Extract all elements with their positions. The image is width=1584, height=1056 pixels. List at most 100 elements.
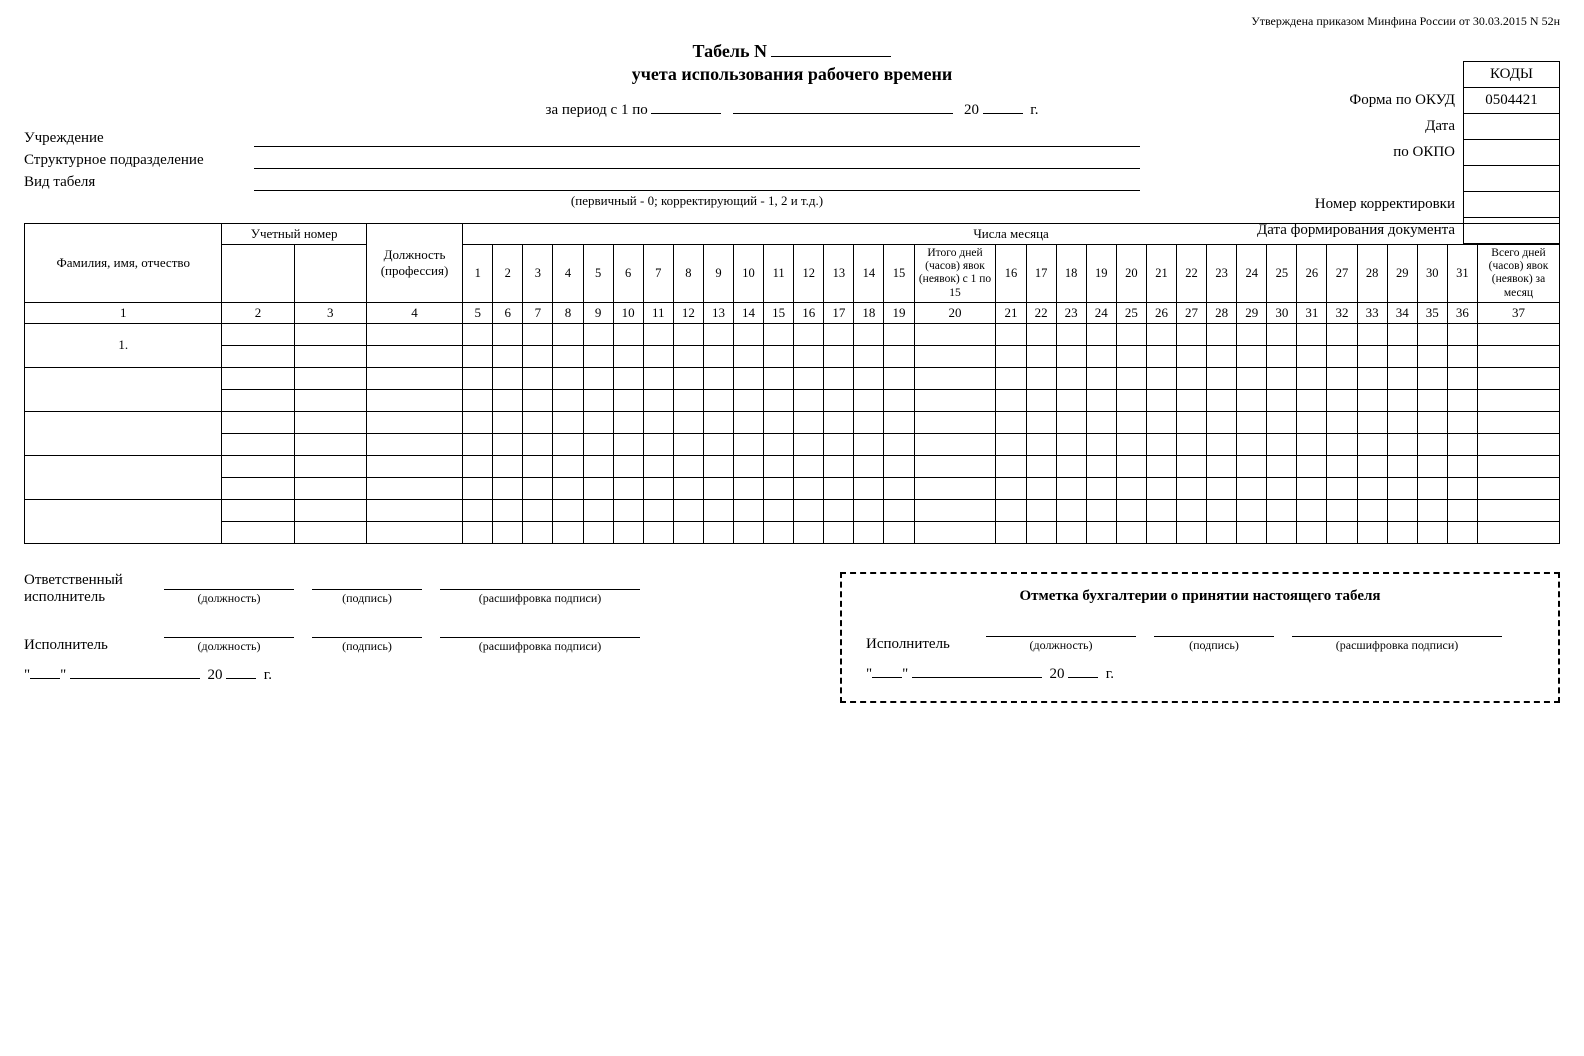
cell <box>523 455 553 477</box>
cell <box>914 411 996 433</box>
cell <box>1357 389 1387 411</box>
cell <box>1237 345 1267 367</box>
cell <box>1387 345 1417 367</box>
cell <box>643 411 673 433</box>
cell <box>1477 499 1559 521</box>
cell <box>1086 367 1116 389</box>
acct-year-suffix: г. <box>1106 666 1114 682</box>
accounting-box: Отметка бухгалтерии о принятии настоящег… <box>840 572 1560 703</box>
table-row: 1. <box>25 323 1560 345</box>
codes-labels: Форма по ОКУД Дата по ОКПО Номер коррект… <box>1257 61 1463 243</box>
cell <box>366 389 462 411</box>
cell <box>583 477 613 499</box>
cap-position-1: (должность) <box>164 591 294 606</box>
cell <box>583 455 613 477</box>
cell <box>1327 433 1357 455</box>
cell <box>1447 433 1477 455</box>
cell <box>463 389 493 411</box>
hdr-uch-b <box>294 245 366 303</box>
col-number: 22 <box>1026 302 1056 323</box>
header-area: Табель N учета использования рабочего вр… <box>24 39 1560 209</box>
cell <box>884 455 914 477</box>
cell <box>824 455 854 477</box>
cell <box>1387 521 1417 543</box>
cell <box>463 345 493 367</box>
cell <box>294 411 366 433</box>
title-prefix: Табель N <box>693 41 767 61</box>
codes-table: КОДЫ 0504421 <box>1463 61 1560 244</box>
cell <box>1267 521 1297 543</box>
cell <box>523 521 553 543</box>
cell <box>1477 477 1559 499</box>
cell <box>1327 499 1357 521</box>
hdr-d1: 1 <box>463 245 493 303</box>
col-number: 19 <box>884 302 914 323</box>
hdr-d25: 25 <box>1267 245 1297 303</box>
cell <box>493 345 523 367</box>
cell-fio <box>25 411 222 455</box>
cell <box>1116 455 1146 477</box>
cell <box>1207 411 1237 433</box>
cell <box>1086 323 1116 345</box>
cell <box>294 433 366 455</box>
cell <box>1297 455 1327 477</box>
field-tabel-type-line <box>254 173 1140 191</box>
cell <box>583 323 613 345</box>
cell <box>914 477 996 499</box>
cell <box>824 345 854 367</box>
cell <box>613 455 643 477</box>
cell <box>1026 411 1056 433</box>
cell <box>366 345 462 367</box>
cell <box>1237 521 1267 543</box>
cell <box>1116 367 1146 389</box>
cell <box>553 411 583 433</box>
cell <box>1417 345 1447 367</box>
cell <box>463 499 493 521</box>
header-row-2: 1 2 3 4 5 6 7 8 9 10 11 12 13 14 15 Итог… <box>25 245 1560 303</box>
cell <box>1387 433 1417 455</box>
cell <box>703 323 733 345</box>
cell <box>734 521 764 543</box>
cell <box>583 389 613 411</box>
cell <box>914 455 996 477</box>
cell <box>1477 521 1559 543</box>
cell <box>854 455 884 477</box>
cell <box>824 389 854 411</box>
cell <box>643 323 673 345</box>
cell <box>294 367 366 389</box>
period-prefix: за период с 1 по <box>546 102 648 118</box>
cell <box>1357 411 1387 433</box>
cell <box>1327 389 1357 411</box>
cell <box>734 499 764 521</box>
cell <box>854 323 884 345</box>
col-number: 29 <box>1237 302 1267 323</box>
cell <box>1086 499 1116 521</box>
hdr-d13: 13 <box>824 245 854 303</box>
cell <box>553 345 583 367</box>
cell <box>1387 477 1417 499</box>
cell <box>1146 521 1176 543</box>
cell <box>1417 367 1447 389</box>
cell <box>854 411 884 433</box>
cell <box>1447 323 1477 345</box>
acct-cap-decode: (расшифровка подписи) <box>1292 638 1502 653</box>
cell <box>673 345 703 367</box>
cell <box>1267 499 1297 521</box>
hdr-d8: 8 <box>673 245 703 303</box>
cell <box>1447 367 1477 389</box>
cell-fio <box>25 455 222 499</box>
cell <box>366 367 462 389</box>
hdr-d12: 12 <box>794 245 824 303</box>
cell <box>463 477 493 499</box>
cell <box>523 411 553 433</box>
col-number: 5 <box>463 302 493 323</box>
cell <box>1327 367 1357 389</box>
codes-header: КОДЫ <box>1464 62 1560 88</box>
hdr-fio: Фамилия, имя, отчество <box>25 224 222 303</box>
col-number: 31 <box>1297 302 1327 323</box>
col-number: 33 <box>1357 302 1387 323</box>
cell <box>1417 477 1447 499</box>
cell <box>643 455 673 477</box>
col-number: 21 <box>996 302 1026 323</box>
cell <box>854 499 884 521</box>
